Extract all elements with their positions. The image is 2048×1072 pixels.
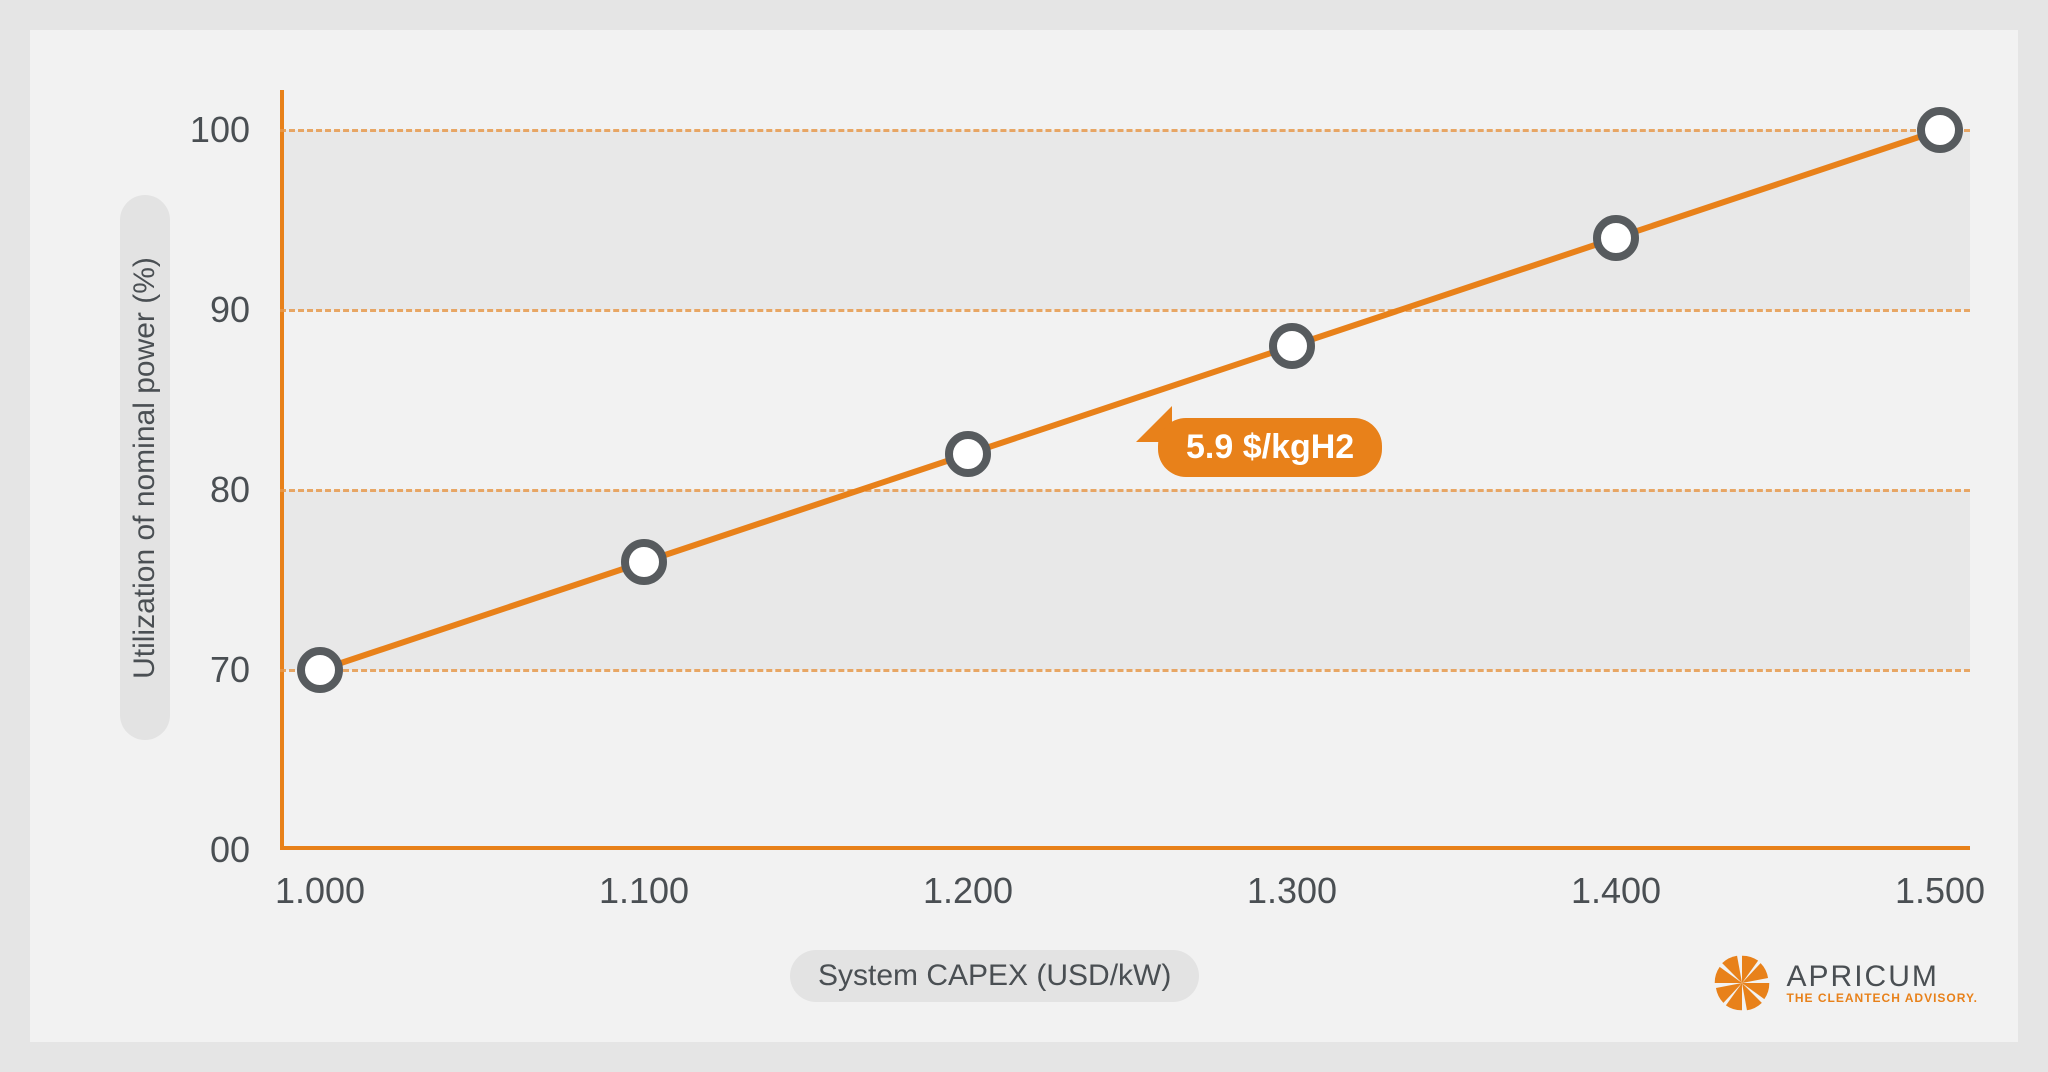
brand-name: APRICUM [1787,961,1978,993]
x-tick-label: 1.100 [599,870,689,912]
y-tick-label: 70 [210,649,250,691]
callout-bubble: 5.9 $/kgH2 [1158,418,1382,477]
chart-panel: Utilization of nominal power (%) 0070809… [30,30,2018,1042]
x-tick-label: 1.300 [1247,870,1337,912]
x-tick-label: 1.400 [1571,870,1661,912]
x-tick-label: 1.500 [1895,870,1985,912]
x-tick-label: 1.000 [275,870,365,912]
y-tick-label: 80 [210,469,250,511]
data-marker [945,431,991,477]
swirl-icon [1711,952,1773,1014]
y-axis-label-pill: Utilization of nominal power (%) [120,195,170,740]
page: Utilization of nominal power (%) 0070809… [0,0,2048,1072]
data-marker [1593,215,1639,261]
line-series [280,90,1970,850]
y-tick-label: 00 [210,829,250,871]
brand-text: APRICUM THE CLEANTECH ADVISORY. [1787,961,1978,1005]
x-axis-label: System CAPEX (USD/kW) [818,959,1171,993]
x-axis-label-pill: System CAPEX (USD/kW) [790,950,1199,1002]
x-tick-label: 1.200 [923,870,1013,912]
y-tick-label: 100 [190,109,250,151]
brand-tagline: THE CLEANTECH ADVISORY. [1787,992,1978,1005]
data-marker [297,647,343,693]
plot-area: 007080901001.0001.1001.2001.3001.4001.50… [280,90,1970,850]
data-marker [1917,107,1963,153]
data-marker [1269,323,1315,369]
y-axis-label: Utilization of nominal power (%) [128,257,162,679]
brand-logo: APRICUM THE CLEANTECH ADVISORY. [1711,952,1978,1014]
y-tick-label: 90 [210,289,250,331]
data-marker [621,539,667,585]
